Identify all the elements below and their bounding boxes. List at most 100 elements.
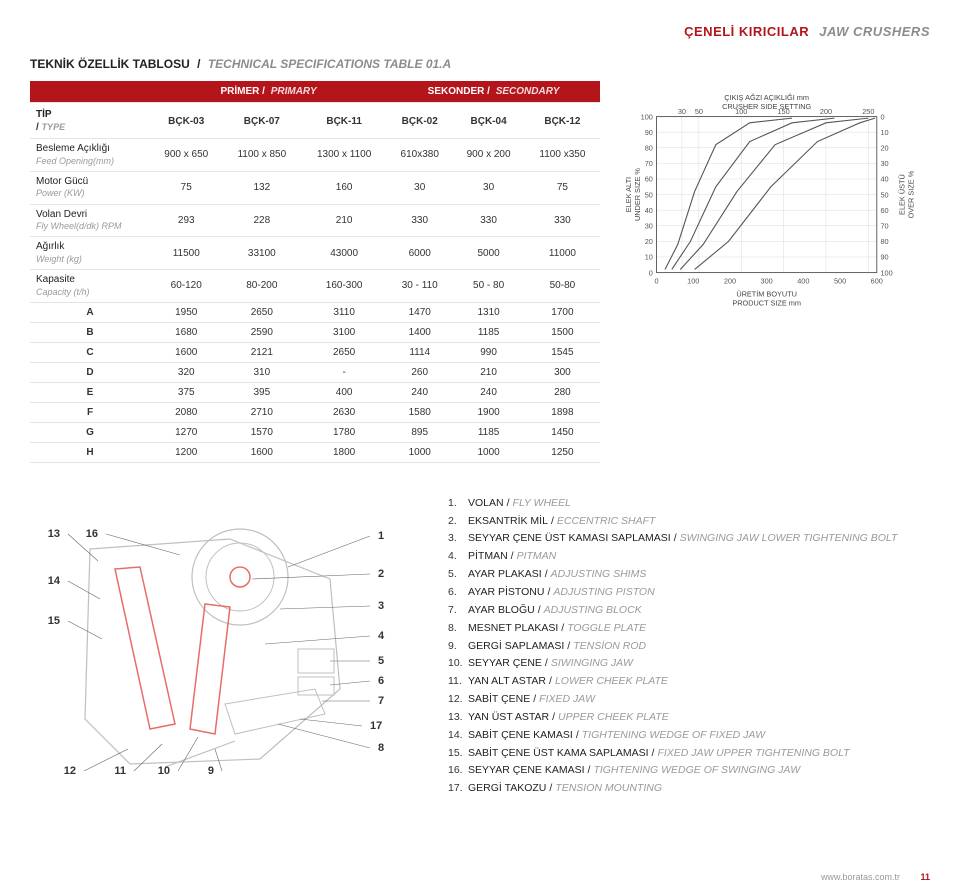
svg-text:40: 40 <box>880 175 888 184</box>
legend-tr: AYAR BLOĞU <box>468 604 535 616</box>
diagram-callout: 16 <box>86 528 98 540</box>
value-cell: 2650 <box>222 302 301 322</box>
footer-url: www.boratas.com.tr <box>821 872 900 882</box>
svg-text:0: 0 <box>649 268 653 277</box>
value-cell: 80-200 <box>222 270 301 303</box>
value-cell: 1780 <box>301 422 387 442</box>
value-cell: 1500 <box>525 322 600 342</box>
value-cell: 210 <box>301 204 387 237</box>
dim-key-cell: H <box>30 442 150 462</box>
svg-text:150: 150 <box>777 107 789 116</box>
spec-table-container: PRİMER / PRIMARYSEKONDER / SECONDARYTİP … <box>30 81 600 463</box>
category-tr: ÇENELİ KIRICILAR <box>684 24 809 39</box>
svg-text:70: 70 <box>880 222 888 231</box>
svg-text:300: 300 <box>761 277 773 286</box>
value-cell: 260 <box>387 362 452 382</box>
title-en: TECHNICAL SPECIFICATIONS TABLE 01.A <box>208 57 451 71</box>
legend-en: ADJUSTING BLOCK <box>544 604 642 616</box>
value-cell: 1600 <box>150 342 222 362</box>
spec-table: PRİMER / PRIMARYSEKONDER / SECONDARYTİP … <box>30 81 600 463</box>
svg-text:200: 200 <box>724 277 736 286</box>
diagram-callout: 11 <box>114 765 126 777</box>
svg-text:100: 100 <box>641 112 653 121</box>
legend-slash: / <box>538 604 541 616</box>
value-cell: 3110 <box>301 302 387 322</box>
title-tr: TEKNİK ÖZELLİK TABLOSU <box>30 57 190 71</box>
svg-text:20: 20 <box>645 237 653 246</box>
legend-tr: PİTMAN <box>468 550 508 562</box>
table-row: A195026503110147013101700 <box>30 302 600 322</box>
svg-text:90: 90 <box>880 253 888 262</box>
legend-en: PITMAN <box>517 550 557 562</box>
legend-item: 13.YAN ÜST ASTAR/UPPER CHEEK PLATE <box>448 709 930 727</box>
svg-text:200: 200 <box>820 107 832 116</box>
row-label-tr: Ağırlık <box>36 241 144 254</box>
row-label-tr: Kapasite <box>36 274 144 287</box>
row-label-cell: AğırlıkWeight (kg) <box>30 237 150 270</box>
legend-item: 16.SEYYAR ÇENE KAMASI/TIGHTENING WEDGE O… <box>448 762 930 780</box>
legend-en: ADJUSTING PISTON <box>553 586 654 598</box>
legend-slash: / <box>552 711 555 723</box>
value-cell: 375 <box>150 382 222 402</box>
legend-en: TENSION MOUNTING <box>555 782 662 794</box>
legend-item: 6.AYAR PİSTONU/ADJUSTING PISTON <box>448 584 930 602</box>
value-cell: 895 <box>387 422 452 442</box>
legend-slash: / <box>561 622 564 634</box>
legend-item: 15.SABİT ÇENE ÜST KAMA SAPLAMASI/FIXED J… <box>448 745 930 763</box>
svg-text:0: 0 <box>655 277 659 286</box>
value-cell: 400 <box>301 382 387 402</box>
value-cell: 50-80 <box>525 270 600 303</box>
diagram-callout: 9 <box>208 765 214 777</box>
value-cell: 610x380 <box>387 139 452 172</box>
legend-tr: VOLAN <box>468 497 504 509</box>
value-cell: 320 <box>150 362 222 382</box>
legend-en: UPPER CHEEK PLATE <box>558 711 669 723</box>
legend-num: 15. <box>448 745 468 763</box>
legend-slash: / <box>545 568 548 580</box>
value-cell: - <box>301 362 387 382</box>
value-cell: 240 <box>452 382 524 402</box>
svg-text:10: 10 <box>880 128 888 137</box>
value-cell: 330 <box>387 204 452 237</box>
diagram-callout: 2 <box>378 568 384 580</box>
value-cell: 1680 <box>150 322 222 342</box>
value-cell: 50 - 80 <box>452 270 524 303</box>
row-label-en: Feed Opening(mm) <box>36 156 144 167</box>
legend-item: 1.VOLAN/FLY WHEEL <box>448 495 930 513</box>
row-label-tr: Motor Gücü <box>36 176 144 189</box>
table-row: D320310-260210300 <box>30 362 600 382</box>
svg-text:ELEK ÜSTÜ: ELEK ÜSTÜ <box>897 174 906 215</box>
legend-en: FIXED JAW <box>539 693 595 705</box>
svg-text:50: 50 <box>695 107 703 116</box>
legend-item: 7.AYAR BLOĞU/ADJUSTING BLOCK <box>448 602 930 620</box>
type-label-cell: TİP / TYPE <box>30 103 150 139</box>
diagram-callout: 10 <box>158 765 170 777</box>
row-label-en: Power (KW) <box>36 188 144 199</box>
group-en: SECONDARY <box>496 86 560 97</box>
group-tr: SEKONDER <box>428 86 485 97</box>
legend-en: FIXED JAW UPPER TIGHTENING BOLT <box>657 747 849 759</box>
value-cell: 6000 <box>387 237 452 270</box>
value-cell: 1185 <box>452 422 524 442</box>
legend-slash: / <box>511 550 514 562</box>
value-cell: 160 <box>301 171 387 204</box>
legend-en: TOGGLE PLATE <box>567 622 646 634</box>
legend-num: 6. <box>448 584 468 602</box>
value-cell: 1800 <box>301 442 387 462</box>
model-cell: BÇK-04 <box>452 103 524 139</box>
model-cell: BÇK-03 <box>150 103 222 139</box>
legend-item: 3.SEYYAR ÇENE ÜST KAMASI SAPLAMASI/SWING… <box>448 530 930 548</box>
table-row: Motor GücüPower (KW)75132160303075 <box>30 171 600 204</box>
legend-num: 10. <box>448 655 468 673</box>
legend-slash: / <box>652 747 655 759</box>
value-cell: 1270 <box>150 422 222 442</box>
value-cell: 990 <box>452 342 524 362</box>
legend-slash: / <box>674 532 677 544</box>
value-cell: 1100 x 850 <box>222 139 301 172</box>
table-row: E375395400240240280 <box>30 382 600 402</box>
diagram-container: 1316141512111091234567178 <box>30 489 420 792</box>
legend-tr: YAN ALT ASTAR <box>468 675 546 687</box>
value-cell: 1114 <box>387 342 452 362</box>
legend-tr: SABİT ÇENE KAMASI <box>468 729 573 741</box>
legend-item: 8.MESNET PLAKASI/TOGGLE PLATE <box>448 620 930 638</box>
